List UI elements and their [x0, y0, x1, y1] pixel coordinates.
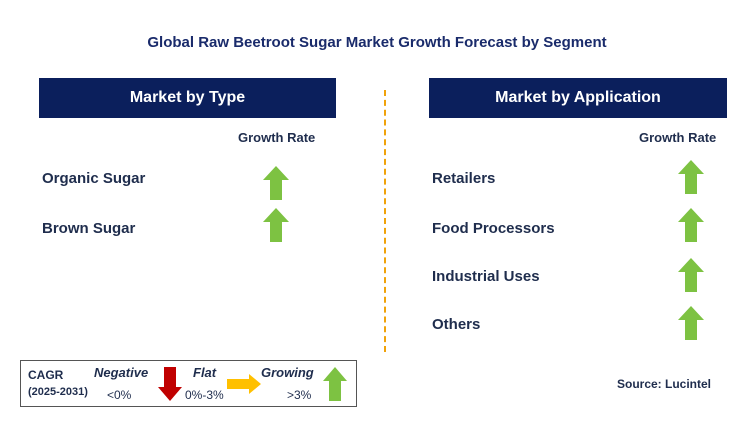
- chart-title: Global Raw Beetroot Sugar Market Growth …: [147, 34, 607, 51]
- market-by-type-header: Market by Type: [39, 78, 336, 118]
- market-by-application-header: Market by Application: [429, 78, 727, 118]
- negative-arrow-icon: [158, 367, 182, 401]
- flat-arrow-icon: [227, 374, 261, 394]
- legend-cagr-label: CAGR: [28, 368, 64, 382]
- left-growth-rate-label: Growth Rate: [238, 130, 316, 145]
- cagr-legend: CAGR (2025-2031) Negative <0% Flat 0%-3%…: [20, 360, 357, 407]
- growing-arrow-icon: [263, 166, 289, 200]
- right-growth-rate-label: Growth Rate: [639, 130, 717, 145]
- application-item-retailers: Retailers: [432, 170, 496, 187]
- legend-flat-label: Flat: [193, 365, 217, 380]
- application-item-industrial-uses: Industrial Uses: [432, 268, 540, 285]
- growing-arrow-icon: [678, 258, 704, 292]
- source-label: Source: Lucintel: [617, 377, 712, 391]
- legend-growing-label: Growing: [261, 365, 314, 380]
- legend-years-label: (2025-2031): [28, 386, 88, 398]
- panel-divider: [384, 90, 386, 352]
- growing-arrow-icon: [678, 160, 704, 194]
- legend-growing-value: >3%: [287, 388, 312, 402]
- growing-arrow-icon: [263, 208, 289, 242]
- application-item-others: Others: [432, 316, 481, 333]
- growing-arrow-icon: [678, 306, 704, 340]
- type-item-brown-sugar: Brown Sugar: [42, 220, 136, 237]
- type-item-organic-sugar: Organic Sugar: [42, 170, 146, 187]
- legend-flat-value: 0%-3%: [185, 388, 224, 402]
- application-item-food-processors: Food Processors: [432, 220, 555, 237]
- legend-negative-label: Negative: [94, 365, 149, 380]
- growing-arrow-icon: [678, 208, 704, 242]
- legend-negative-value: <0%: [107, 388, 132, 402]
- growing-arrow-icon: [323, 367, 347, 401]
